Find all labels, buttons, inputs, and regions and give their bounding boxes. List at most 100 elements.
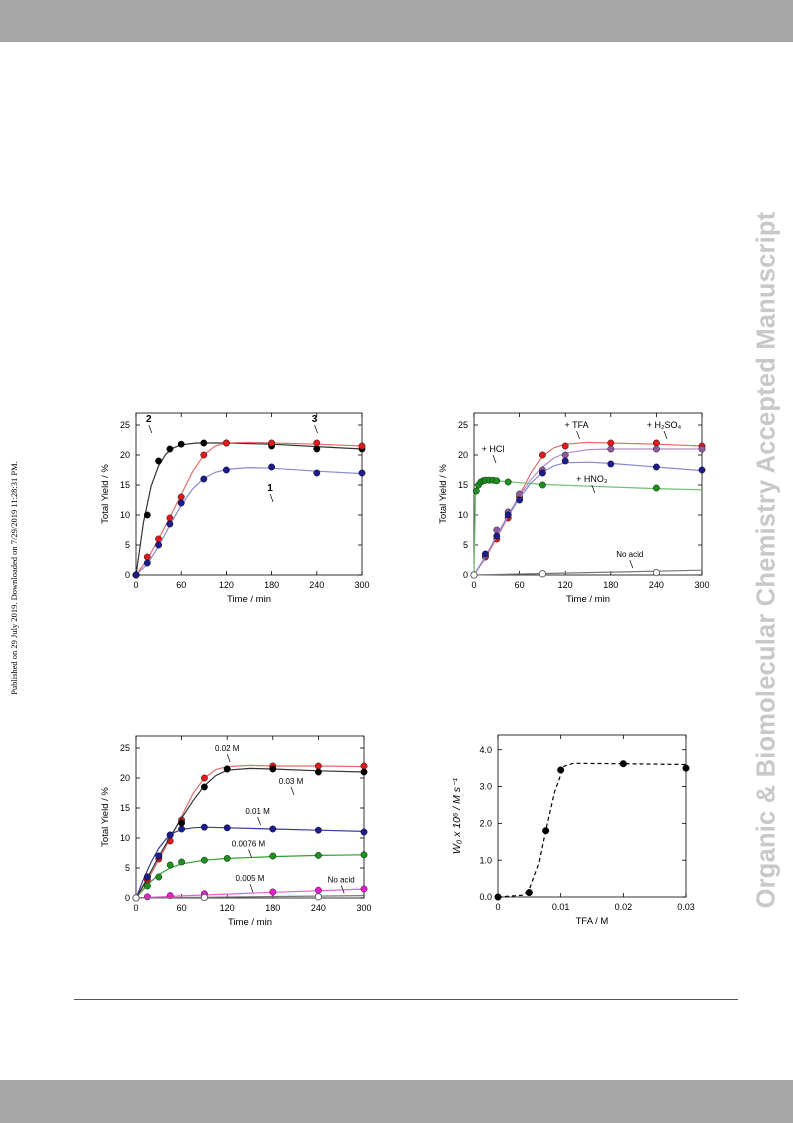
y-tick-label: 15 bbox=[120, 803, 130, 813]
annotation-no-acid: No acid bbox=[328, 875, 355, 884]
x-tick-label: 0.02 bbox=[615, 902, 633, 912]
data-point-no-acid bbox=[200, 893, 209, 902]
data-point-2 bbox=[166, 445, 174, 453]
series-line-no-acid bbox=[135, 895, 365, 899]
data-point-hno bbox=[493, 532, 501, 540]
data-point-hno bbox=[539, 469, 546, 477]
y-tick-label: 10 bbox=[120, 510, 130, 520]
annotation-arrow bbox=[314, 424, 318, 434]
data-point-2 bbox=[177, 440, 185, 448]
x-tick-label: 300 bbox=[354, 580, 369, 590]
data-point-hno bbox=[698, 466, 706, 474]
data-point-0-01-m bbox=[201, 823, 208, 831]
data-point-0-02-m bbox=[314, 762, 322, 770]
top-banner bbox=[0, 0, 793, 42]
annotation-arrow bbox=[249, 884, 254, 893]
x-tick-label: 120 bbox=[558, 580, 573, 590]
y-tick-label: 20 bbox=[458, 450, 468, 460]
x-tick-label: 180 bbox=[264, 580, 279, 590]
data-point-3 bbox=[358, 442, 366, 450]
x-tick-label: 0 bbox=[133, 580, 138, 590]
data-point-0-03-m bbox=[178, 819, 186, 827]
x-tick-label: 0.03 bbox=[677, 902, 695, 912]
series-line-hcl bbox=[473, 479, 703, 576]
data-point-0-03-m bbox=[201, 783, 208, 791]
data-point-0-005-m bbox=[360, 885, 368, 893]
y-axis-label: Total Yield / % bbox=[100, 464, 111, 524]
annotation-no-acid: No acid bbox=[616, 550, 643, 559]
series-line-0-0076-m bbox=[135, 854, 365, 899]
annotation-arrow bbox=[226, 753, 231, 763]
data-point-0-01-m bbox=[360, 828, 368, 836]
data-point-3 bbox=[177, 493, 185, 501]
annotation-arrow bbox=[269, 493, 274, 503]
y-tick-label: 25 bbox=[120, 420, 130, 430]
data-point-3 bbox=[200, 451, 208, 459]
x-tick-label: 60 bbox=[177, 903, 187, 913]
data-point-0-03-m bbox=[360, 768, 368, 776]
data-point-0-02-m bbox=[201, 774, 208, 782]
data-point-0-0076-m bbox=[269, 852, 277, 860]
data-point-0-02-m bbox=[360, 762, 368, 770]
annotation-0-01-m: 0.01 M bbox=[245, 807, 270, 816]
data-point-1 bbox=[222, 466, 230, 474]
data-point-no-acid bbox=[652, 568, 661, 577]
chart-rate-vs-tfa: 0 0.01 0.02 0.03 0.0 1.0 2.0 3.0 4.0 TFA / M W₀ x … bbox=[451, 734, 695, 927]
data-point-2 bbox=[155, 457, 162, 465]
data-point-1 bbox=[268, 463, 276, 471]
data-point-hcl bbox=[504, 478, 512, 486]
x-tick-label: 60 bbox=[176, 580, 186, 590]
x-axis-label: TFA / M bbox=[576, 916, 609, 927]
annotation-arrow bbox=[629, 559, 634, 569]
y-tick-label: 25 bbox=[120, 743, 130, 753]
y-axis-label: Total Yield / % bbox=[100, 787, 111, 847]
x-axis-label: Time / min bbox=[566, 594, 610, 605]
data-point-0-03-m bbox=[269, 765, 277, 773]
annotation-1: 1 bbox=[267, 483, 273, 494]
data-point-0-01-m bbox=[166, 831, 174, 839]
data-point-series bbox=[619, 760, 627, 768]
y-tick-label: 0 bbox=[125, 893, 130, 903]
data-point-h-so bbox=[652, 445, 660, 453]
data-point-1 bbox=[166, 520, 174, 528]
x-axis-label: Time / min bbox=[227, 594, 271, 605]
y-tick-label: 0 bbox=[125, 570, 130, 580]
data-point-0-0076-m bbox=[223, 854, 231, 862]
y-tick-label: 0.0 bbox=[479, 892, 492, 902]
data-point-no-acid bbox=[132, 894, 140, 902]
data-point-hcl bbox=[493, 477, 501, 485]
data-point-series bbox=[525, 889, 533, 897]
annotation-arrow bbox=[492, 454, 497, 464]
x-axis-label: Time / min bbox=[228, 917, 272, 928]
data-point-hcl bbox=[652, 484, 660, 492]
data-point-0-0076-m bbox=[155, 873, 163, 881]
data-point-1 bbox=[177, 499, 185, 507]
y-axis-label: W₀ x 10⁶ / M s⁻¹ bbox=[451, 777, 463, 854]
data-point-hno bbox=[516, 496, 524, 504]
annotation-arrow bbox=[257, 816, 261, 826]
data-point-1 bbox=[132, 571, 140, 579]
series-line-0-005-m bbox=[135, 888, 365, 899]
data-point-series bbox=[494, 893, 502, 901]
published-note: Published on 29 July 2019. Downloaded on… bbox=[9, 461, 19, 695]
data-point-2 bbox=[313, 445, 321, 453]
data-point-h-so bbox=[561, 451, 569, 459]
data-point-hcl bbox=[539, 481, 546, 489]
data-point-0-005-m bbox=[144, 893, 151, 901]
annotation-arrow bbox=[576, 430, 580, 440]
annotation-hcl: + HCl bbox=[482, 444, 505, 454]
x-tick-label: 240 bbox=[309, 580, 324, 590]
data-point-h-so bbox=[698, 445, 706, 453]
data-point-0-01-m bbox=[155, 852, 163, 860]
plot-frame bbox=[497, 734, 687, 898]
data-point-0-01-m bbox=[269, 825, 277, 833]
data-point-0-01-m bbox=[314, 826, 322, 834]
data-point-3 bbox=[313, 439, 321, 447]
data-point-0-0076-m bbox=[314, 851, 322, 859]
x-tick-label: 240 bbox=[649, 580, 664, 590]
y-tick-label: 20 bbox=[120, 773, 130, 783]
annotation-arrow bbox=[663, 430, 668, 440]
y-tick-label: 5 bbox=[125, 863, 130, 873]
data-point-series bbox=[542, 827, 550, 835]
footer-rule bbox=[74, 999, 738, 1000]
